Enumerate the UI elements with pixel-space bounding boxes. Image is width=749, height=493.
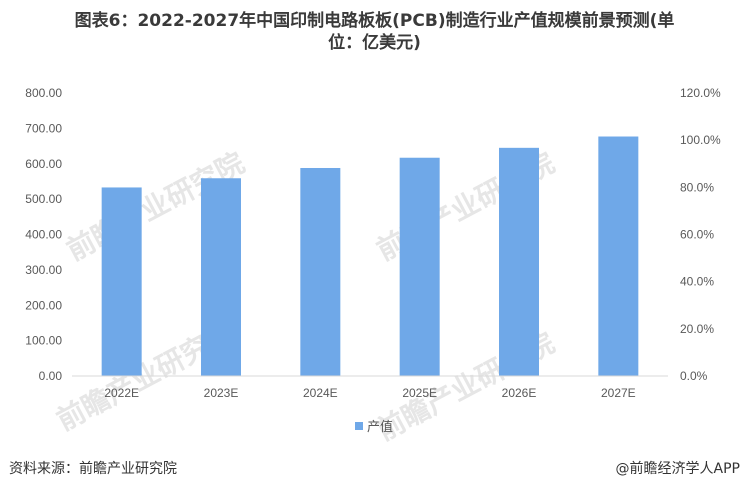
bar	[201, 178, 241, 376]
x-tick-label: 2024E	[303, 386, 338, 400]
bar	[499, 147, 539, 376]
y-tick-label: 400.00	[25, 228, 62, 242]
credit-note: @前瞻经济学人APP	[615, 461, 740, 477]
bar	[101, 187, 142, 376]
x-tick-label: 2027E	[601, 386, 636, 400]
y2-tick-label: 60.0%	[680, 228, 714, 242]
chart-title: 图表6：2022-2027年中国印制电路板板(PCB)制造行业产值规模前景预测(…	[0, 10, 749, 54]
x-tick-label: 2026E	[502, 386, 537, 400]
y-tick-label: 200.00	[25, 298, 62, 312]
legend-swatch	[355, 422, 363, 430]
y-tick-label: 300.00	[25, 263, 62, 277]
y2-tick-label: 80.0%	[680, 180, 714, 194]
y2-tick-label: 20.0%	[680, 322, 714, 336]
legend: 产值	[355, 419, 393, 434]
chart-title-line2: 位：亿美元)	[328, 33, 421, 53]
y-tick-label: 0.00	[39, 369, 63, 383]
source-note: 资料来源：前瞻产业研究院	[9, 461, 177, 477]
y-axis-right: 0.0% 20.0% 40.0% 60.0% 80.0% 100.0% 120.0%	[680, 86, 721, 383]
bar	[598, 136, 639, 376]
y-tick-label: 800.00	[25, 86, 62, 100]
chart-title-line1: 图表6：2022-2027年中国印制电路板板(PCB)制造行业产值规模前景预测(…	[74, 11, 675, 31]
y-tick-label: 100.00	[25, 334, 62, 348]
x-axis: 2022E 2023E 2024E 2025E 2026E 2027E	[104, 386, 635, 400]
y2-tick-label: 120.0%	[680, 86, 721, 100]
bars-group	[101, 136, 639, 376]
y-tick-label: 700.00	[25, 121, 62, 135]
legend-label: 产值	[367, 419, 393, 434]
x-tick-label: 2025E	[402, 386, 437, 400]
y-tick-label: 500.00	[25, 192, 62, 206]
y-tick-label: 600.00	[25, 157, 62, 171]
y2-tick-label: 40.0%	[680, 275, 714, 289]
y-axis-left: 0.00 100.00 200.00 300.00 400.00 500.00 600.00…	[25, 86, 62, 383]
y2-tick-label: 100.0%	[680, 133, 721, 147]
bar	[399, 157, 440, 376]
x-tick-label: 2023E	[204, 386, 239, 400]
y2-tick-label: 0.0%	[680, 369, 708, 383]
x-tick-label: 2022E	[104, 386, 139, 400]
bar	[300, 167, 341, 376]
